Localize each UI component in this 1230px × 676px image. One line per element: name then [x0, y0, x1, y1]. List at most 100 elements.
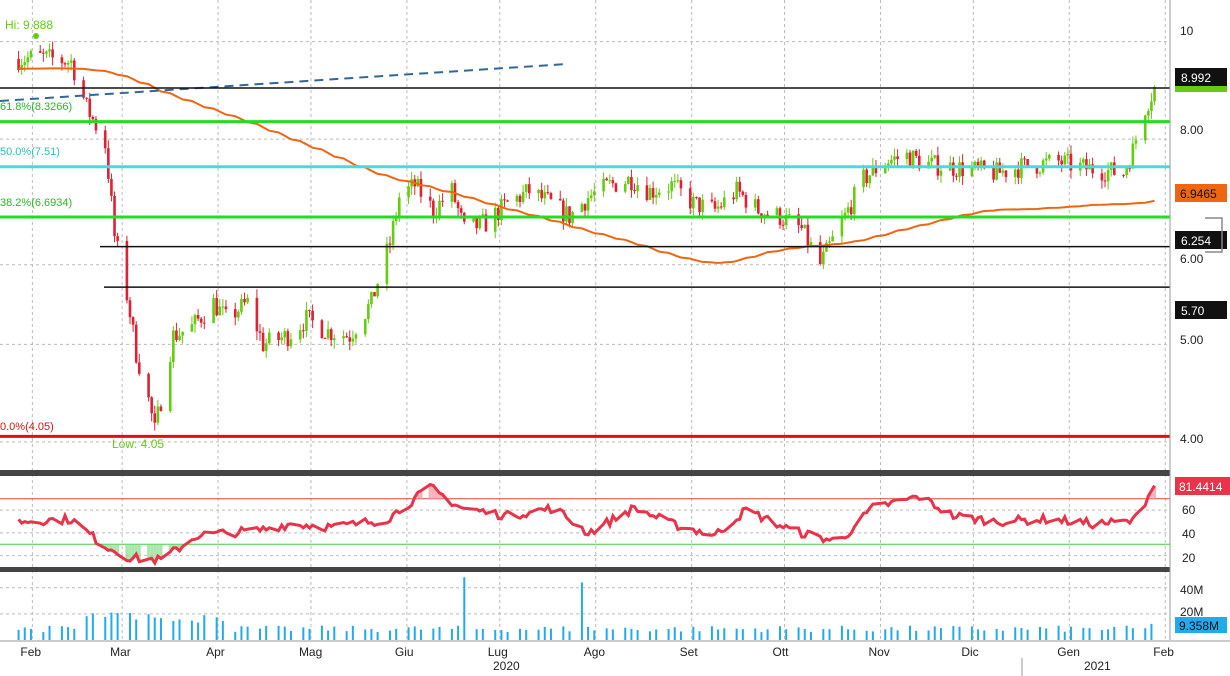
candle-body: [255, 297, 259, 332]
volume-bar: [519, 628, 521, 640]
candle-body: [602, 178, 605, 192]
price-tick-4: 4.00: [1180, 432, 1204, 446]
volume-bar: [568, 631, 571, 640]
candle-body: [636, 185, 639, 192]
candle-body: [407, 186, 410, 198]
candle-body: [1150, 101, 1153, 112]
candle-body: [701, 199, 704, 213]
candle-body: [261, 332, 265, 351]
candle-body: [719, 206, 723, 208]
volume-bar: [221, 620, 224, 640]
volume-bar: [419, 629, 422, 640]
candle-body: [852, 187, 856, 215]
candle-body: [840, 218, 844, 237]
price-tick-5: 5.00: [1180, 333, 1204, 347]
volume-bar: [60, 626, 63, 640]
candle-body: [887, 163, 890, 166]
volume-bar: [246, 626, 249, 640]
rsi-tick-60: 60: [1182, 503, 1196, 517]
candle-body: [1066, 153, 1070, 156]
candle-body: [175, 330, 178, 341]
candle-body: [224, 306, 228, 310]
candle-body: [527, 184, 531, 194]
candle-body: [1122, 174, 1125, 176]
candle-body: [673, 180, 677, 182]
candle-body: [1057, 154, 1060, 161]
tag-8992-text: 8.992: [1181, 71, 1211, 85]
candle-body: [72, 60, 76, 81]
volume-bar: [1039, 627, 1041, 640]
candle-body: [688, 188, 692, 209]
volume-bars: [0, 577, 1170, 640]
candle-body: [970, 167, 974, 177]
candle-body: [202, 322, 206, 324]
candle-body: [871, 165, 875, 176]
volume-bar: [265, 625, 268, 640]
candle-body: [134, 324, 138, 363]
hi-marker: [33, 33, 39, 39]
candle-body: [240, 298, 243, 312]
volume-bar: [370, 628, 373, 640]
volume-bar: [333, 626, 336, 640]
candle-body: [1013, 169, 1017, 177]
volume-bar: [754, 628, 757, 640]
candle-body: [128, 300, 132, 318]
candle-body: [1044, 158, 1048, 161]
candle-body: [107, 148, 110, 179]
volume-bar: [871, 631, 874, 640]
rsi-line: [17, 482, 1156, 567]
candle-body: [503, 199, 506, 201]
volume-bar: [667, 628, 670, 640]
candle-body: [1103, 180, 1107, 182]
volume-bar: [302, 627, 305, 640]
volume-bar: [289, 630, 292, 640]
volume-bar: [197, 622, 200, 640]
volume-bar: [970, 626, 973, 640]
volume-bar: [1088, 628, 1091, 640]
separator-price-rsi[interactable]: [0, 470, 1170, 476]
candle-body: [809, 242, 813, 246]
candle-body: [695, 196, 698, 198]
tag-green-marker: [1175, 86, 1227, 92]
month-label: Gen: [1057, 645, 1080, 659]
candle-body: [500, 199, 503, 221]
tag-ma-text: 6.9465: [1180, 187, 1217, 201]
volume-bar: [933, 626, 936, 640]
separator-rsi-volume[interactable]: [0, 567, 1170, 572]
candle-body: [196, 314, 200, 319]
volume-bar: [432, 628, 435, 640]
rsi-axis: 60 40 20: [1182, 503, 1196, 565]
candle-body: [215, 298, 218, 316]
candle-body: [23, 62, 27, 66]
candle-body: [1001, 170, 1005, 173]
candle-body: [351, 338, 355, 342]
candle-body: [979, 160, 983, 167]
candle-body: [42, 52, 45, 54]
candle-body: [1091, 164, 1094, 174]
candle-body: [320, 320, 324, 339]
candle-body: [973, 161, 977, 168]
volume-bar: [580, 582, 583, 640]
candle-body: [438, 200, 441, 216]
tag-6254-text: 6.254: [1181, 234, 1211, 248]
candle-body: [1128, 168, 1132, 170]
candle-body: [518, 195, 522, 202]
volume-bar: [1107, 629, 1110, 640]
volume-bar: [1001, 630, 1004, 640]
candle-body: [787, 214, 791, 216]
volume-bar: [952, 626, 955, 640]
bracket-icon[interactable]: [1205, 217, 1223, 253]
rsi-tick-40: 40: [1182, 527, 1196, 541]
candle-body: [233, 309, 237, 318]
volume-bar: [1026, 629, 1029, 640]
volume-bar: [345, 631, 348, 640]
candle-body: [679, 180, 683, 189]
candle-body: [267, 332, 271, 344]
candle-body: [181, 331, 184, 336]
volume-bar: [692, 626, 695, 640]
volume-bar: [190, 620, 193, 640]
month-labels: Feb Mar Apr Mag Giu Lug Ago Set Ott Nov Dic Gen Feb: [20, 645, 1174, 659]
candle-body: [614, 183, 618, 192]
candle-body: [416, 178, 420, 187]
candle-body: [1082, 159, 1085, 163]
